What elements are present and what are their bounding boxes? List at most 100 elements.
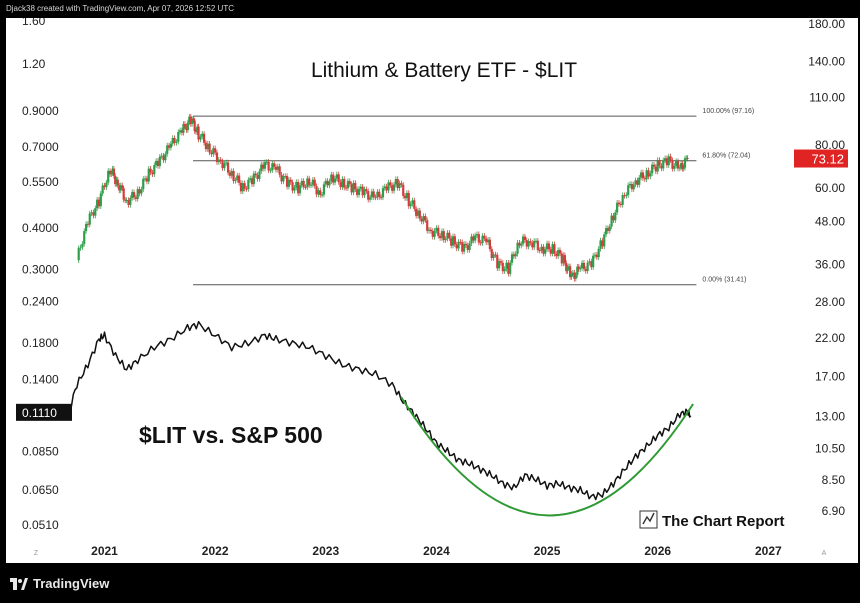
candle-body: [194, 131, 198, 133]
candle-body: [510, 254, 514, 263]
candle-body: [529, 241, 532, 243]
chart-background: [6, 18, 858, 563]
candle-body: [300, 180, 303, 186]
candle-body: [577, 266, 580, 270]
candle-body: [566, 267, 569, 272]
candle-body: [475, 234, 479, 236]
candle-body: [601, 240, 604, 247]
candle-body: [86, 223, 90, 225]
candle-body: [243, 183, 246, 189]
candle-body: [370, 191, 373, 198]
candle-body: [536, 240, 539, 251]
candle-body: [212, 148, 215, 155]
candle-body: [260, 164, 263, 172]
rounded-bottom-arc[interactable]: [400, 396, 694, 517]
candle-body: [239, 182, 243, 192]
candle-body: [558, 250, 562, 254]
candle-body: [586, 262, 589, 272]
candle-body: [282, 176, 285, 182]
time-scale-mode-z[interactable]: Z: [34, 550, 39, 557]
trend-arc[interactable]: [400, 396, 694, 517]
candle-body: [228, 172, 232, 176]
candle-body: [363, 189, 366, 196]
candle-body: [623, 195, 626, 197]
candle-body: [81, 243, 84, 248]
right-axis-tick-label: 110.00: [809, 91, 845, 105]
candle-body: [332, 174, 335, 183]
right-price-axis[interactable]: 180.00 140.00 110.00 80.00 60.00 48.00 36.00 28…: [794, 18, 848, 518]
candle-body: [149, 168, 152, 173]
candle-body: [634, 180, 637, 185]
candle-body: [99, 193, 102, 207]
candle-body: [226, 162, 230, 173]
fibonacci-retracement[interactable]: 100.00% (97.16) 61.80% (72.04) 0.00% (31.4…: [193, 108, 754, 286]
candle-body: [521, 236, 525, 244]
candle-body: [250, 178, 254, 185]
time-axis[interactable]: 2021 2022 2023 2024 2025 2026 2027: [91, 544, 782, 558]
candle-body: [675, 161, 678, 166]
candle-body: [167, 145, 171, 148]
candle-body: [361, 186, 364, 196]
right-axis-tick-label: 180.00: [808, 18, 845, 31]
candle-body: [287, 179, 291, 187]
candle-body: [520, 243, 523, 246]
left-axis-tick-label: 0.5500: [22, 175, 59, 189]
candle-body: [442, 231, 445, 241]
candle-body: [610, 215, 613, 227]
candle-body: [339, 182, 342, 188]
candle-body: [525, 240, 528, 247]
candle-body: [177, 131, 180, 142]
candle-body: [516, 242, 519, 254]
candle-body: [667, 156, 670, 166]
candle-body: [523, 236, 527, 241]
chart-report-label: The Chart Report: [662, 513, 785, 530]
candle-body: [496, 254, 499, 269]
candle-body: [544, 249, 547, 254]
candle-body: [630, 183, 633, 190]
candle-body: [538, 250, 541, 252]
candle-body: [608, 226, 611, 231]
candle-body: [326, 180, 329, 186]
candle-body: [297, 181, 300, 194]
tradingview-logo[interactable]: TradingView: [10, 576, 109, 591]
left-axis-tick-label: 0.3000: [22, 262, 59, 276]
candle-body: [514, 253, 517, 257]
candle-body: [115, 179, 118, 185]
candle-body: [344, 187, 348, 189]
candle-body: [660, 165, 663, 169]
candle-body: [654, 166, 657, 172]
candle-body: [599, 240, 602, 249]
candle-body: [192, 118, 195, 121]
time-axis-tick-label: 2025: [534, 544, 561, 558]
time-axis-tick-label: 2021: [91, 544, 118, 558]
left-price-axis[interactable]: 1.60 1.20 0.9000 0.7000 0.5500 0.4000 0.3000 0.…: [16, 18, 72, 532]
time-axis-tick-label: 2022: [202, 544, 229, 558]
right-axis-tick-label: 10.50: [815, 441, 845, 455]
candle-body: [614, 212, 617, 221]
candle-body: [372, 191, 375, 198]
candle-body: [217, 159, 220, 163]
candle-body: [215, 152, 219, 163]
candle-body: [110, 173, 113, 175]
candle-body: [271, 163, 274, 171]
candle-body: [641, 172, 645, 179]
time-axis-tick-label: 2027: [755, 544, 782, 558]
candle-body: [376, 191, 379, 198]
candle-body: [230, 171, 233, 176]
candle-body: [416, 210, 420, 216]
candle-body: [77, 248, 80, 261]
candle-body: [569, 266, 572, 278]
candle-body: [549, 249, 552, 254]
candle-body: [304, 186, 307, 188]
right-axis-tick-label: 22.00: [815, 331, 845, 345]
right-axis-tick-label: 48.00: [815, 214, 845, 228]
candle-body: [651, 164, 654, 174]
chart-report-logo-mark: [642, 512, 655, 525]
candle-body: [603, 234, 606, 247]
candle-body: [223, 163, 226, 169]
candle-body: [663, 158, 667, 161]
candle-body: [245, 188, 248, 190]
fib-level-label: 61.80% (72.04): [702, 153, 750, 160]
price-scale-mode-a[interactable]: A: [822, 550, 827, 557]
candle-body: [557, 250, 560, 257]
